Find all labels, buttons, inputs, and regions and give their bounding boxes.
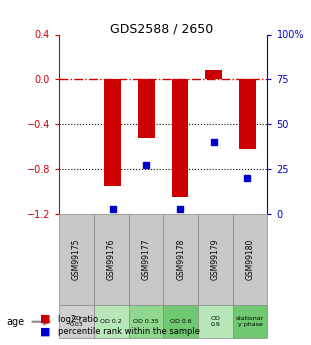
Text: GDS2588 / 2650: GDS2588 / 2650 — [110, 22, 213, 36]
Text: GSM99176: GSM99176 — [107, 239, 116, 280]
Text: GSM99178: GSM99178 — [176, 239, 185, 280]
Bar — [172, 79, 188, 197]
Text: GSM99177: GSM99177 — [142, 239, 151, 280]
Text: stationar
y phase: stationar y phase — [236, 316, 264, 327]
Text: GSM99175: GSM99175 — [72, 239, 81, 280]
Text: OD 0.35: OD 0.35 — [133, 319, 159, 324]
Text: OD
0.9: OD 0.9 — [211, 316, 220, 327]
Bar — [239, 79, 256, 149]
Text: GSM99179: GSM99179 — [211, 239, 220, 280]
Text: ■: ■ — [40, 314, 51, 324]
Text: OD 0.2: OD 0.2 — [100, 319, 122, 324]
Text: GSM99180: GSM99180 — [246, 239, 255, 280]
Text: ■: ■ — [40, 327, 51, 337]
Bar — [104, 79, 121, 186]
Text: log2 ratio: log2 ratio — [58, 315, 98, 324]
Bar — [205, 70, 222, 79]
Text: age: age — [6, 317, 24, 327]
Bar — [138, 79, 155, 138]
Text: OD 0.6: OD 0.6 — [170, 319, 192, 324]
Text: OD
0.03: OD 0.03 — [70, 316, 83, 327]
Text: percentile rank within the sample: percentile rank within the sample — [58, 327, 200, 336]
